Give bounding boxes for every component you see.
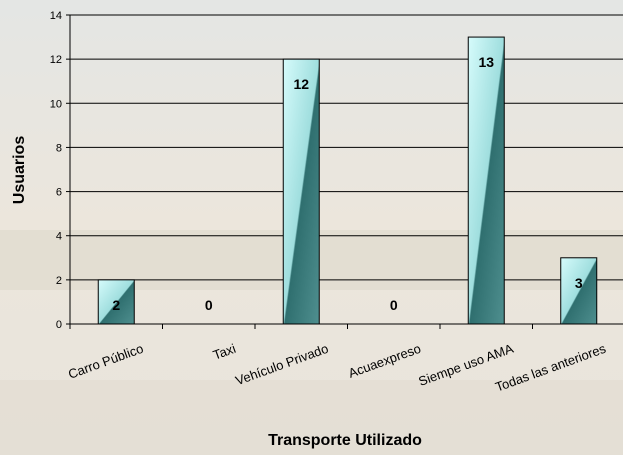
x-tick-label: Taxi [211, 341, 238, 363]
value-label: 0 [390, 297, 398, 313]
background-ground [0, 380, 623, 455]
value-label: 2 [112, 297, 120, 313]
y-tick-label: 4 [56, 231, 62, 243]
x-axis-title: Transporte Utilizado [268, 432, 422, 449]
y-tick-label: 10 [50, 98, 62, 110]
y-tick-label: 2 [56, 275, 62, 287]
value-label: 12 [293, 76, 309, 92]
bar [97, 279, 135, 325]
bar [282, 58, 320, 325]
value-label: 3 [575, 275, 583, 291]
bar [560, 257, 598, 325]
y-tick-label: 6 [56, 187, 62, 199]
value-label: 0 [205, 297, 213, 313]
y-tick-label: 14 [50, 10, 62, 22]
value-label: 13 [478, 54, 494, 70]
y-axis-title: Usuarios [11, 136, 28, 205]
y-tick-label: 0 [56, 319, 62, 331]
bar [467, 36, 505, 325]
y-tick-label: 12 [50, 54, 62, 66]
y-tick-label: 8 [56, 142, 62, 154]
